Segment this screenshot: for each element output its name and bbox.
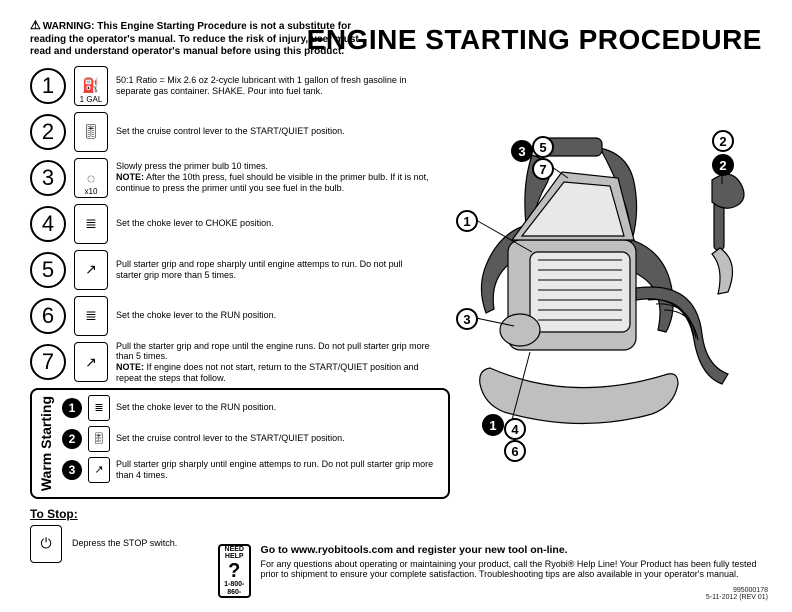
steps-list: 1⛽1 GAL 50:1 Ratio = Mix 2.6 oz 2-cycle l…: [30, 65, 430, 384]
to-stop-text: Depress the STOP switch.: [72, 538, 177, 549]
step-text: Slowly press the primer bulb 10 times.NO…: [116, 161, 430, 193]
page-title: ENGINE STARTING PROCEDURE: [307, 24, 762, 56]
warm-step-row: 3 ↗ Pull starter grip sharply until engine…: [62, 456, 442, 484]
warm-start-label: Warm Starting: [36, 394, 56, 493]
step-icon: 🎚: [74, 112, 108, 152]
step-icon: ≣: [74, 204, 108, 244]
warm-step-number: 1: [62, 398, 82, 418]
warm-step-text: Set the cruise control lever to the STAR…: [116, 433, 345, 444]
step-text: Pull the starter grip and rope until the…: [116, 341, 430, 384]
warm-step-row: 1 ≣ Set the choke lever to the RUN positio…: [62, 394, 442, 422]
help-block: NEED HELP ? 1-800-860- Go to www.ryobito…: [218, 544, 758, 598]
help-body: For any questions about operating or mai…: [261, 559, 757, 580]
step-number: 5: [30, 252, 66, 288]
help-line1: Go to www.ryobitools.com and register yo…: [261, 544, 758, 557]
step-icon: ≣: [74, 296, 108, 336]
step-row: 4≣ Set the choke lever to CHOKE position.: [30, 203, 430, 245]
step-text: Set the choke lever to the RUN position.: [116, 310, 430, 321]
warm-step-text: Set the choke lever to the RUN position.: [116, 402, 276, 413]
step-text: Set the choke lever to CHOKE position.: [116, 218, 430, 229]
step-icon: ↗: [74, 342, 108, 382]
warm-step-number: 2: [62, 429, 82, 449]
warm-step-icon: ↗: [88, 457, 110, 483]
step-icon: ◌x10: [74, 158, 108, 198]
footer-stamp: 995000178 5-11-2012 (REV 01): [706, 587, 768, 602]
warm-step-text: Pull starter grip sharply until engine a…: [116, 459, 442, 481]
step-icon: ↗: [74, 250, 108, 290]
footer-l1: 995000178: [706, 587, 768, 595]
footer-l2: 5-11-2012 (REV 01): [706, 594, 768, 602]
step-row: 6≣ Set the choke lever to the RUN positio…: [30, 295, 430, 337]
to-stop-heading: To Stop:: [30, 507, 177, 521]
warm-step-icon: 🎚: [88, 426, 110, 452]
product-diagram: 3571314622: [412, 120, 752, 450]
step-number: 4: [30, 206, 66, 242]
warm-step-row: 2 🎚 Set the cruise control lever to the ST…: [62, 425, 442, 453]
warm-step-number: 3: [62, 460, 82, 480]
step-text: 50:1 Ratio = Mix 2.6 oz 2-cycle lubrican…: [116, 75, 430, 97]
step-text: Pull starter grip and rope sharply until…: [116, 259, 430, 281]
step-row: 7↗Pull the starter grip and rope until t…: [30, 341, 430, 384]
warm-steps: 1 ≣ Set the choke lever to the RUN positio…: [56, 394, 442, 493]
step-row: 2🎚 Set the cruise control lever to the ST…: [30, 111, 430, 153]
help-stamp-top: NEED HELP: [220, 546, 249, 561]
warm-step-icon: ≣: [88, 395, 110, 421]
step-number: 3: [30, 160, 66, 196]
warning-label: WARNING:: [43, 21, 95, 32]
stop-switch-icon: ⏻: [30, 525, 62, 563]
need-help-stamp: NEED HELP ? 1-800-860-: [218, 544, 251, 598]
step-number: 2: [30, 114, 66, 150]
help-stamp-phone: 1-800-860-: [220, 581, 249, 596]
step-row: 3◌x10Slowly press the primer bulb 10 tim…: [30, 157, 430, 199]
step-number: 7: [30, 344, 66, 380]
warning-triangle-icon: ⚠: [30, 18, 41, 32]
step-icon: ⛽1 GAL: [74, 66, 108, 106]
step-number: 6: [30, 298, 66, 334]
step-row: 1⛽1 GAL 50:1 Ratio = Mix 2.6 oz 2-cycle l…: [30, 65, 430, 107]
help-text: Go to www.ryobitools.com and register yo…: [261, 544, 758, 580]
warm-start-box: Warm Starting 1 ≣ Set the choke lever to t…: [30, 388, 450, 499]
step-number: 1: [30, 68, 66, 104]
step-row: 5↗ Pull starter grip and rope sharply unt…: [30, 249, 430, 291]
blower-illustration: [412, 120, 752, 450]
step-text: Set the cruise control lever to the STAR…: [116, 126, 430, 137]
help-question-icon: ?: [228, 561, 240, 581]
